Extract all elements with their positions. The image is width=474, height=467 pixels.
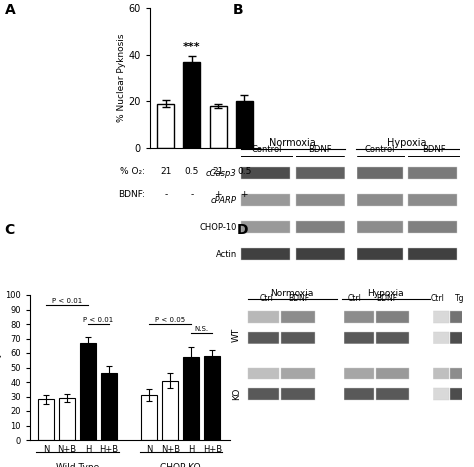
Bar xyxy=(408,248,457,260)
Bar xyxy=(80,343,96,440)
Bar xyxy=(355,221,403,233)
Bar xyxy=(59,398,75,440)
Text: Actin: Actin xyxy=(216,249,237,259)
Bar xyxy=(343,332,374,344)
Text: CHOP KO: CHOP KO xyxy=(161,463,201,467)
Bar xyxy=(432,388,449,400)
Text: D: D xyxy=(237,222,248,236)
Bar xyxy=(296,167,345,179)
Text: Tg: Tg xyxy=(455,294,465,303)
Bar xyxy=(282,368,315,379)
Bar xyxy=(432,368,449,379)
Y-axis label: % Nuclear Pyknosis: % Nuclear Pyknosis xyxy=(117,34,126,122)
Text: CHOP-10: CHOP-10 xyxy=(200,222,237,232)
Text: Ctrl: Ctrl xyxy=(430,294,444,303)
Text: Ctrl: Ctrl xyxy=(347,294,362,303)
Text: +: + xyxy=(214,190,222,199)
Bar xyxy=(450,368,467,379)
Bar xyxy=(343,311,374,323)
Text: cPARP: cPARP xyxy=(211,196,237,205)
Text: P < 0.01: P < 0.01 xyxy=(83,317,114,323)
Bar xyxy=(248,311,279,323)
Bar xyxy=(282,332,315,344)
Text: Ctrl: Ctrl xyxy=(259,294,273,303)
Text: ***: *** xyxy=(183,42,201,52)
Bar xyxy=(296,194,345,206)
Text: 21: 21 xyxy=(212,167,224,176)
Text: -: - xyxy=(190,190,193,199)
Text: % O₂:: % O₂: xyxy=(120,167,145,176)
Text: P < 0.01: P < 0.01 xyxy=(52,298,82,304)
Bar xyxy=(376,368,410,379)
Bar xyxy=(296,221,345,233)
Bar xyxy=(408,167,457,179)
Bar xyxy=(241,194,290,206)
Bar xyxy=(376,332,410,344)
Bar xyxy=(282,388,315,400)
Bar xyxy=(450,332,467,344)
Bar xyxy=(141,395,157,440)
Bar xyxy=(248,368,279,379)
Text: Control: Control xyxy=(365,145,395,155)
Bar xyxy=(183,62,201,148)
Bar xyxy=(296,248,345,260)
Bar xyxy=(241,167,290,179)
Text: Control: Control xyxy=(251,145,282,155)
Bar xyxy=(183,357,200,440)
Text: WT: WT xyxy=(232,328,241,342)
Text: C: C xyxy=(5,222,15,236)
Bar xyxy=(355,194,403,206)
Text: BDNF: BDNF xyxy=(422,145,446,155)
Bar xyxy=(241,221,290,233)
Bar xyxy=(355,248,403,260)
Text: Normoxia: Normoxia xyxy=(271,289,314,297)
Text: N.S.: N.S. xyxy=(195,326,209,332)
Text: -: - xyxy=(164,190,167,199)
Bar xyxy=(210,106,227,148)
Bar xyxy=(241,248,290,260)
Bar xyxy=(157,104,174,148)
Bar xyxy=(248,388,279,400)
Bar xyxy=(101,373,117,440)
Text: +: + xyxy=(240,190,248,199)
Bar xyxy=(450,311,467,323)
Text: P < 0.05: P < 0.05 xyxy=(155,317,185,323)
Text: BDNF: BDNF xyxy=(376,294,397,303)
Text: Wild Type: Wild Type xyxy=(56,463,99,467)
Bar xyxy=(343,388,374,400)
Text: 0.5: 0.5 xyxy=(185,167,199,176)
Bar xyxy=(376,311,410,323)
Text: A: A xyxy=(5,3,16,17)
Bar xyxy=(282,311,315,323)
Text: 21: 21 xyxy=(160,167,172,176)
Bar xyxy=(248,332,279,344)
Text: BDNF:: BDNF: xyxy=(118,190,145,199)
Bar xyxy=(450,388,467,400)
Bar xyxy=(376,388,410,400)
Text: BDNF: BDNF xyxy=(309,145,332,155)
Text: B: B xyxy=(232,3,243,17)
Text: 0.5: 0.5 xyxy=(237,167,252,176)
Bar xyxy=(432,332,449,344)
Text: BDNF: BDNF xyxy=(288,294,309,303)
Text: KO: KO xyxy=(232,388,241,400)
Text: Normoxia: Normoxia xyxy=(269,138,316,148)
Bar xyxy=(204,356,220,440)
Bar xyxy=(236,101,253,148)
Bar xyxy=(38,399,54,440)
Text: Hypoxia: Hypoxia xyxy=(367,289,404,297)
Bar xyxy=(432,311,449,323)
Y-axis label: % Nuclear Pyknosis: % Nuclear Pyknosis xyxy=(0,323,2,412)
Bar xyxy=(355,167,403,179)
Text: Hypoxia: Hypoxia xyxy=(387,138,427,148)
Text: cCasp3: cCasp3 xyxy=(206,169,237,177)
Bar xyxy=(343,368,374,379)
Bar xyxy=(408,221,457,233)
Bar xyxy=(408,194,457,206)
Bar xyxy=(162,381,178,440)
